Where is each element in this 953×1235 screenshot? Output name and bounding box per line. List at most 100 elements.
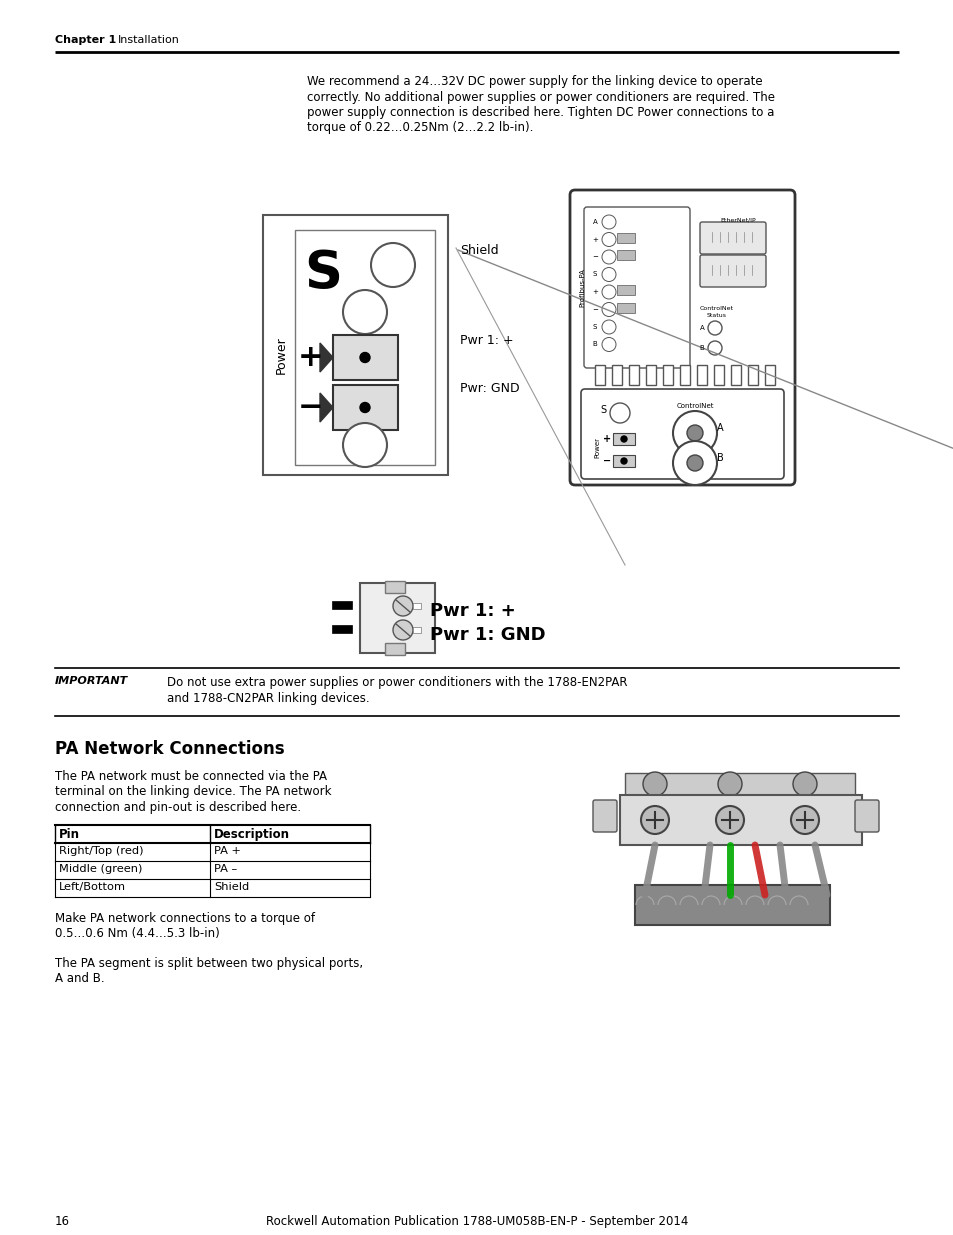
Text: A: A	[699, 325, 703, 331]
Text: Description: Description	[213, 827, 290, 841]
Text: terminal on the linking device. The PA network: terminal on the linking device. The PA n…	[55, 785, 331, 799]
Bar	[662, 366, 672, 385]
Text: B: B	[699, 345, 703, 351]
Polygon shape	[319, 393, 333, 422]
Circle shape	[707, 321, 721, 335]
Text: 16: 16	[55, 1215, 70, 1228]
Bar	[263, 215, 448, 475]
FancyBboxPatch shape	[583, 207, 689, 368]
Text: +: +	[592, 289, 598, 295]
Circle shape	[718, 772, 741, 797]
Text: A: A	[716, 424, 722, 433]
Text: A and B.: A and B.	[55, 972, 105, 986]
Text: Power: Power	[274, 336, 287, 374]
Circle shape	[716, 806, 743, 834]
Circle shape	[672, 411, 717, 454]
Text: Pin: Pin	[59, 827, 80, 841]
Bar	[385, 580, 405, 593]
Bar	[679, 366, 689, 385]
Circle shape	[620, 436, 626, 442]
Text: −: −	[602, 456, 611, 466]
Text: Pwr 1: +: Pwr 1: +	[459, 333, 513, 347]
Text: Profibus-PA: Profibus-PA	[578, 268, 584, 308]
Text: Chapter 1: Chapter 1	[55, 35, 116, 44]
Circle shape	[686, 454, 702, 471]
Text: B: B	[592, 342, 597, 347]
Text: PA +: PA +	[213, 846, 240, 856]
Text: Do not use extra power supplies or power conditioners with the 1788-EN2PAR: Do not use extra power supplies or power…	[167, 676, 627, 689]
Text: S: S	[592, 324, 597, 330]
Bar	[628, 366, 639, 385]
Text: connection and pin-out is described here.: connection and pin-out is described here…	[55, 802, 301, 814]
Circle shape	[686, 425, 702, 441]
Bar	[617, 249, 635, 261]
Bar	[612, 366, 621, 385]
Circle shape	[601, 320, 616, 333]
FancyBboxPatch shape	[569, 190, 794, 485]
Text: PA –: PA –	[213, 864, 237, 874]
Bar	[332, 601, 352, 609]
Text: Make PA network connections to a torque of: Make PA network connections to a torque …	[55, 911, 314, 925]
FancyBboxPatch shape	[700, 254, 765, 287]
Text: Middle (green): Middle (green)	[59, 864, 142, 874]
Text: power supply connection is described here. Tighten DC Power connections to a: power supply connection is described her…	[307, 106, 774, 119]
Text: Pwr 1: +: Pwr 1: +	[430, 601, 516, 620]
Circle shape	[359, 352, 370, 363]
Text: Left/Bottom: Left/Bottom	[59, 882, 126, 892]
Text: A: A	[592, 219, 597, 225]
Text: +: +	[602, 433, 611, 445]
Text: S: S	[599, 405, 605, 415]
FancyBboxPatch shape	[593, 800, 617, 832]
Bar	[624, 773, 854, 795]
Circle shape	[393, 597, 413, 616]
Text: torque of 0.22…0.25Nm (2…2.2 lb-in).: torque of 0.22…0.25Nm (2…2.2 lb-in).	[307, 121, 533, 135]
Circle shape	[343, 290, 387, 333]
Circle shape	[707, 341, 721, 354]
Circle shape	[609, 403, 629, 424]
Circle shape	[601, 232, 616, 247]
Text: B: B	[716, 453, 722, 463]
Circle shape	[792, 772, 816, 797]
Bar	[595, 366, 604, 385]
Bar	[617, 303, 635, 312]
Text: Installation: Installation	[118, 35, 180, 44]
FancyBboxPatch shape	[359, 583, 435, 653]
Bar	[635, 885, 829, 925]
Bar	[333, 385, 397, 430]
Text: The PA network must be connected via the PA: The PA network must be connected via the…	[55, 769, 327, 783]
Bar	[385, 643, 405, 655]
Polygon shape	[319, 343, 333, 372]
Text: correctly. No additional power supplies or power conditioners are required. The: correctly. No additional power supplies …	[307, 90, 774, 104]
Circle shape	[790, 806, 818, 834]
Text: We recommend a 24…32V DC power supply for the linking device to operate: We recommend a 24…32V DC power supply fo…	[307, 75, 761, 88]
Circle shape	[359, 403, 370, 412]
Circle shape	[601, 249, 616, 264]
Bar	[613, 433, 635, 445]
Bar	[332, 625, 352, 634]
FancyBboxPatch shape	[700, 222, 765, 254]
Circle shape	[393, 620, 413, 640]
Text: Shield: Shield	[459, 243, 498, 257]
Bar	[764, 366, 774, 385]
Bar	[697, 366, 706, 385]
Circle shape	[343, 424, 387, 467]
Bar	[413, 627, 420, 634]
Bar	[613, 454, 635, 467]
Circle shape	[620, 458, 626, 464]
Text: and 1788-CN2PAR linking devices.: and 1788-CN2PAR linking devices.	[167, 692, 369, 705]
Bar	[617, 285, 635, 295]
Text: ControlNet: ControlNet	[700, 306, 733, 311]
Circle shape	[601, 337, 616, 352]
Text: ControlNet: ControlNet	[676, 403, 713, 409]
Text: +: +	[298, 342, 323, 372]
Circle shape	[601, 215, 616, 228]
Circle shape	[601, 285, 616, 299]
FancyBboxPatch shape	[854, 800, 878, 832]
Bar	[617, 232, 635, 242]
Bar	[713, 366, 723, 385]
Text: −: −	[592, 254, 598, 261]
Text: Shield: Shield	[213, 882, 249, 892]
Text: Pwr: GND: Pwr: GND	[459, 382, 519, 394]
Text: Power: Power	[594, 437, 599, 458]
Bar	[294, 230, 435, 466]
